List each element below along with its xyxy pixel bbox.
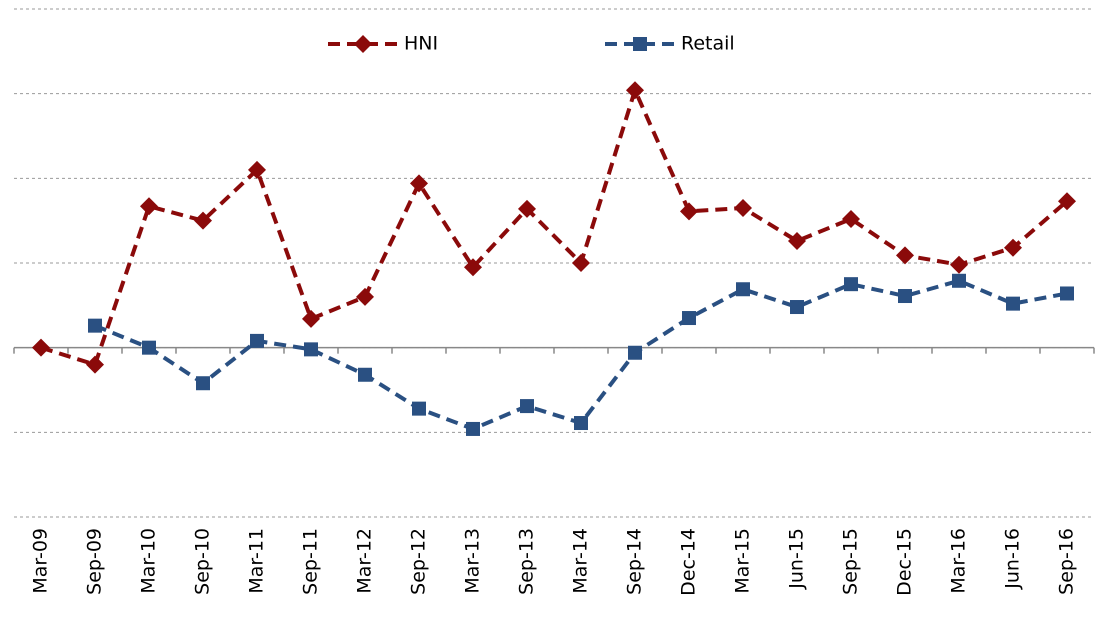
- marker: [680, 202, 698, 221]
- marker: [950, 255, 968, 274]
- x-tick-label: Mar-09: [30, 528, 52, 594]
- marker: [32, 338, 50, 357]
- marker: [196, 376, 210, 391]
- x-tick-label: Sep-10: [192, 528, 214, 595]
- marker: [626, 81, 644, 100]
- marker: [466, 421, 480, 436]
- marker: [140, 197, 158, 216]
- marker: [304, 342, 318, 357]
- x-tick-label: Sep-13: [516, 528, 538, 595]
- marker: [898, 289, 912, 304]
- x-tick-label: Sep-16: [1056, 528, 1078, 595]
- legend-label: Retail: [681, 33, 735, 55]
- x-tick-label: Sep-09: [84, 528, 106, 595]
- marker: [410, 174, 428, 193]
- marker: [736, 282, 750, 297]
- marker: [1058, 192, 1076, 211]
- marker: [790, 300, 804, 315]
- x-tick-label: Dec-14: [678, 528, 700, 596]
- marker: [628, 345, 642, 360]
- marker: [1060, 286, 1074, 301]
- marker: [358, 367, 372, 382]
- x-tick-label: Mar-10: [138, 528, 160, 594]
- x-tick-label: Mar-14: [570, 528, 592, 594]
- marker: [842, 209, 860, 228]
- x-tick-label: Mar-13: [462, 528, 484, 594]
- marker: [520, 399, 534, 414]
- marker: [88, 318, 102, 333]
- marker: [194, 211, 212, 230]
- marker: [1004, 238, 1022, 257]
- marker: [682, 311, 696, 326]
- x-tick-label: Mar-15: [732, 528, 754, 594]
- marker: [86, 355, 104, 374]
- x-tick-label: Sep-15: [840, 528, 862, 595]
- x-tick-label: Jun-16: [1002, 528, 1024, 590]
- marker: [896, 246, 914, 265]
- x-tick-label: Sep-14: [624, 528, 646, 595]
- marker: [412, 401, 426, 416]
- marker: [518, 199, 536, 218]
- marker: [142, 340, 156, 355]
- legend-label: HNI: [404, 33, 438, 55]
- marker: [356, 287, 374, 306]
- x-tick-label: Jun-15: [786, 528, 808, 590]
- marker: [952, 273, 966, 288]
- x-tick-label: Dec-15: [894, 528, 916, 596]
- marker: [788, 231, 806, 250]
- x-tick-label: Sep-12: [408, 528, 430, 595]
- marker: [734, 198, 752, 217]
- x-tick-label: Mar-16: [948, 528, 970, 594]
- x-tick-label: Mar-11: [246, 528, 268, 594]
- marker: [1006, 296, 1020, 311]
- legend-marker: [633, 37, 647, 51]
- marker: [572, 254, 590, 272]
- marker: [844, 277, 858, 292]
- marker: [574, 416, 588, 431]
- marker: [248, 160, 266, 179]
- x-tick-label: Sep-11: [300, 528, 322, 595]
- series-line: [40, 84, 1069, 368]
- marker: [464, 258, 482, 277]
- marker: [250, 333, 264, 348]
- marker: [302, 309, 320, 328]
- legend-marker: [354, 35, 372, 53]
- x-tick-label: Mar-12: [354, 528, 376, 594]
- series-line: [94, 278, 1068, 432]
